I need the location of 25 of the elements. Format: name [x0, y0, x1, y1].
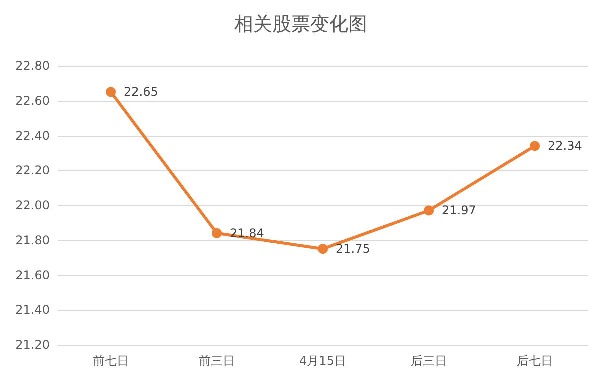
point	[212, 228, 222, 238]
point	[106, 87, 116, 98]
point	[530, 141, 540, 152]
point	[424, 206, 434, 216]
y-tick-label: 21.40	[16, 303, 50, 318]
y-tick-label: 22.40	[16, 128, 50, 143]
data-label: 21.97	[442, 204, 476, 218]
data-label: 22.34	[548, 139, 582, 154]
chart-title: 相关股票变化图	[234, 14, 368, 36]
y-tick-label: 22.20	[16, 164, 50, 178]
data-label: 21.75	[336, 242, 370, 256]
x-tick-label: 4月15日	[300, 354, 346, 368]
x-tick-label: 前三日	[199, 354, 235, 368]
y-tick-label: 22.80	[16, 59, 50, 73]
y-tick-label: 22.00	[16, 198, 50, 212]
y-tick-label: 21.20	[16, 338, 50, 352]
data-label: 21.84	[230, 226, 264, 240]
y-tick-label: 21.80	[16, 233, 50, 248]
x-tick-label: 后七日	[517, 354, 553, 368]
y-tick-label: 21.60	[16, 268, 50, 282]
x-tick-label: 前七日	[93, 354, 129, 368]
y-tick-label: 22.60	[16, 94, 50, 108]
data-label: 22.65	[124, 85, 158, 100]
x-tick-label: 后三日	[411, 354, 447, 368]
point	[318, 244, 328, 254]
